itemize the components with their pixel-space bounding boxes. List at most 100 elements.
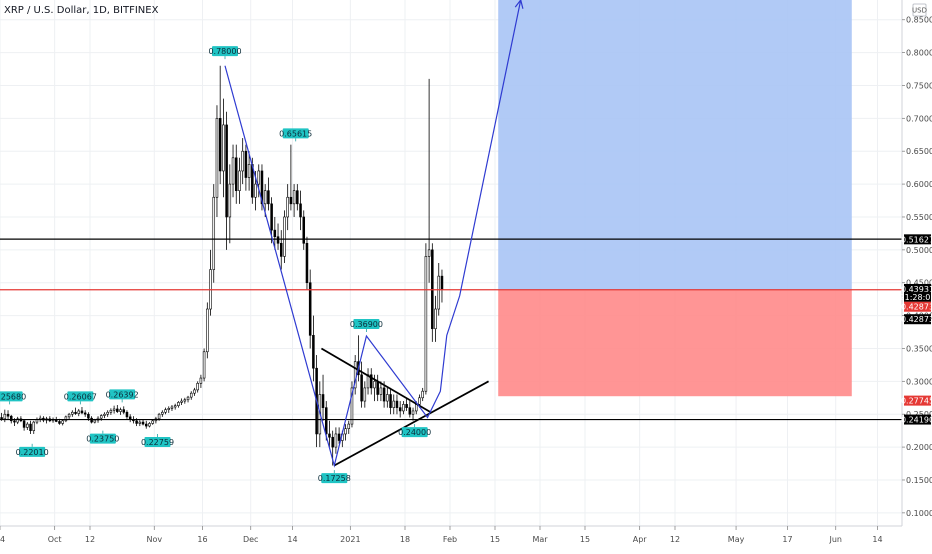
point-label-box[interactable] (353, 319, 380, 330)
candle-up (193, 389, 196, 394)
price-axis-tag[interactable] (904, 291, 931, 302)
point-label-box[interactable] (19, 446, 46, 457)
candle-up (93, 419, 97, 423)
candle-down (405, 404, 408, 408)
time-tick-label: 2021 (340, 535, 360, 544)
candle-up (212, 196, 216, 270)
candle-down (6, 413, 10, 417)
point-label-box[interactable] (109, 389, 136, 400)
point-label-box[interactable] (144, 436, 171, 447)
candle-up (231, 157, 235, 185)
candle-down (299, 203, 302, 218)
candle-up (427, 249, 431, 257)
candle-down (87, 413, 90, 419)
candle-down (0, 417, 3, 420)
candle-down (260, 170, 264, 205)
candle-up (222, 124, 225, 172)
candle-up (112, 408, 116, 411)
projection-path-line[interactable] (224, 0, 522, 468)
point-label-box[interactable] (67, 391, 94, 402)
candle-up (411, 410, 415, 415)
price-axis-tag-text: 0.24190 (901, 416, 932, 425)
candle-up (421, 390, 424, 399)
price-axis-tag-text: 0.43931 (901, 285, 932, 294)
currency-box[interactable] (912, 3, 927, 17)
point-label-box[interactable] (89, 433, 116, 444)
time-tick-label: Feb (443, 535, 457, 544)
point-label-box[interactable] (401, 427, 428, 438)
candle-down (22, 420, 26, 428)
candle-down (225, 124, 228, 218)
candle-up (32, 421, 36, 431)
point-label-box[interactable] (282, 128, 309, 139)
price-axis-tag[interactable] (904, 314, 931, 325)
candle-down (321, 394, 325, 408)
point-label-text: 0.26067 (64, 392, 97, 401)
price-axis-tag[interactable] (904, 414, 931, 425)
point-label-box[interactable] (321, 473, 348, 484)
time-tick-label: Oct (48, 535, 62, 544)
currency-selector[interactable]: USD (912, 3, 927, 17)
candle-down (328, 433, 331, 438)
time-tick-label: 18 (400, 535, 410, 544)
candle-down (144, 423, 148, 427)
candle-down (312, 335, 315, 369)
candle-up (106, 411, 109, 415)
candle-up (177, 402, 180, 406)
candle-down (302, 216, 306, 244)
position-stop-zone[interactable] (498, 289, 852, 397)
point-label-box[interactable] (212, 46, 238, 57)
candle-up (392, 400, 396, 408)
candle-down (135, 420, 138, 424)
candle-down (382, 387, 386, 402)
candle-up (173, 405, 177, 408)
candle-up (186, 396, 190, 401)
candle-up (148, 423, 151, 427)
candle-down (218, 118, 222, 172)
price-axis-tag[interactable] (904, 283, 931, 294)
point-label-box[interactable] (0, 391, 23, 402)
price-axis-tag-text: 0.51627 (901, 235, 932, 244)
point-label-text: 0.17258 (318, 474, 351, 483)
candle-up (228, 183, 232, 218)
candle-up (16, 418, 19, 423)
price-axis-panel[interactable] (902, 0, 932, 550)
candle-down (58, 421, 61, 424)
price-axis-tag[interactable] (904, 301, 931, 312)
candle-up (344, 428, 347, 435)
candle-up (164, 409, 167, 413)
price-axis-tag[interactable] (904, 234, 931, 245)
candle-down (9, 415, 13, 422)
candle-up (418, 397, 421, 405)
price-axis-tag[interactable] (904, 395, 931, 406)
candle-down (122, 409, 126, 413)
candle-up (3, 413, 7, 420)
triangle-trend-line[interactable] (320, 347, 432, 414)
currency-label: USD (912, 7, 927, 15)
time-axis-panel[interactable] (0, 526, 932, 550)
candle-up (238, 170, 241, 191)
candle-down (267, 190, 270, 205)
candle-down (308, 282, 312, 336)
candle-down (276, 236, 280, 244)
candle-up (241, 150, 244, 172)
candle-up (183, 399, 187, 402)
candle-down (141, 421, 145, 425)
time-tick-label: 15 (490, 535, 500, 544)
candle-up (109, 409, 113, 413)
time-tick-label: 12 (670, 535, 680, 544)
position-target-zone[interactable] (498, 0, 852, 290)
triangle-trend-line[interactable] (333, 380, 490, 467)
candle-down (360, 374, 363, 402)
price-axis-tag-text: 0.42873 (901, 315, 932, 324)
candle-up (283, 216, 286, 257)
